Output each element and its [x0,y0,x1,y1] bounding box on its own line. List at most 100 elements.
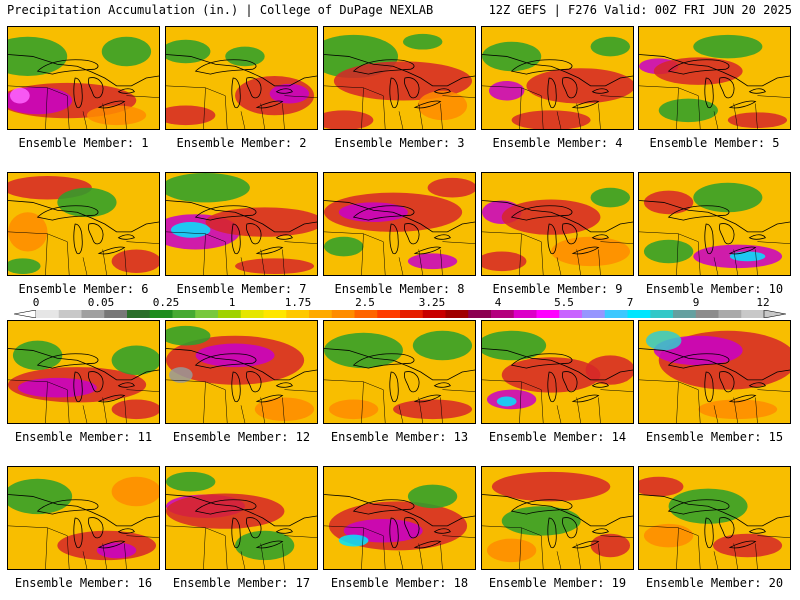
colorbar-bin [81,310,105,318]
colorbar-bin [149,310,173,318]
state-border [697,241,701,275]
lake-outline [246,517,262,539]
state-border [697,95,701,129]
ensemble-member-map [638,26,791,130]
lake-outline [246,223,262,245]
lake-outline [352,205,415,221]
state-border [519,87,522,129]
lake-outline [389,223,399,255]
state-border [126,95,159,98]
state-border [361,527,364,569]
member-label: Ensemble Member: 1 [18,136,149,150]
state-border [519,381,522,423]
state-border [284,95,317,98]
lake-outline [562,77,578,99]
precip-contour [9,87,30,104]
precip-contour [417,90,468,121]
colorbar-tick-label: 7 [626,296,634,309]
colorbar-bin [127,310,151,318]
lake-outline [88,517,104,539]
precip-field [166,27,317,129]
lake-outline [36,353,99,369]
state-border [166,379,226,390]
member-label: Ensemble Member: 12 [172,430,311,444]
state-border [82,257,88,275]
lake-outline [748,382,766,388]
lake-outline [562,223,578,245]
colorbar-tick-label: 1.75 [284,296,312,309]
lake-outline [275,234,293,240]
state-border [166,85,226,96]
lake-outline [748,234,766,240]
lake-outline [719,223,735,245]
state-border [224,389,228,423]
precip-field [482,27,633,129]
precip-contour [166,105,216,126]
state-border [282,543,285,569]
state-border [440,103,443,129]
state-border [124,543,127,569]
member-label: Ensemble Member: 15 [645,430,784,444]
precip-contour [658,98,718,123]
lake-outline [433,88,451,94]
lake-outline [36,59,99,75]
state-border [382,535,386,569]
state-border [284,535,317,538]
precip-contour [727,112,788,129]
lake-outline [117,382,135,388]
member-label: Ensemble Member: 16 [14,576,153,590]
ensemble-member-map [638,172,791,276]
precip-contour [639,476,684,497]
colorbar-bin [309,310,333,318]
lake-outline [255,246,284,255]
precip-contour [407,484,458,509]
state-border [556,257,562,275]
precip-field [324,27,475,129]
precip-contour [111,476,159,507]
precip-contour [338,534,369,547]
member-label: Ensemble Member: 9 [492,282,623,296]
lake-outline [275,88,293,94]
precip-contour [393,399,473,420]
state-border [676,381,679,423]
state-border [540,241,544,275]
lake-outline [389,517,399,549]
lake-outline [88,77,104,99]
precip-contour [8,36,68,77]
precip-contour [501,199,601,235]
state-border [598,249,601,275]
precip-contour [195,343,275,368]
lake-outline [231,517,241,549]
country-border [639,200,790,233]
precip-contour [269,83,310,104]
member-label: Ensemble Member: 17 [172,576,311,590]
state-border [126,535,159,538]
state-border [45,527,48,569]
member-label: Ensemble Member: 3 [334,136,465,150]
state-border [382,389,386,423]
precip-contour [526,68,633,104]
colorbar-bin [741,310,765,318]
state-border [124,397,127,423]
ensemble-member-map [323,466,476,570]
colorbar-tick-label: 9 [692,296,700,309]
colorbar-tick-label: 0 [32,296,40,309]
precip-contour [166,325,211,346]
lake-outline [433,528,451,534]
state-border [66,95,70,129]
precip-contour [8,478,73,515]
ensemble-member-map [7,466,160,570]
lake-outline [547,371,557,403]
state-border [442,535,475,538]
precip-contour [17,377,97,398]
lake-outline [97,394,126,403]
precip-field [639,27,790,129]
colorbar-bin [400,310,424,318]
lake-outline [194,205,257,221]
colorbar-bin [513,310,537,318]
country-border [8,494,159,527]
state-border [240,551,246,569]
precip-field [639,321,790,423]
state-border [676,233,679,275]
colorbar-bin [195,310,219,318]
